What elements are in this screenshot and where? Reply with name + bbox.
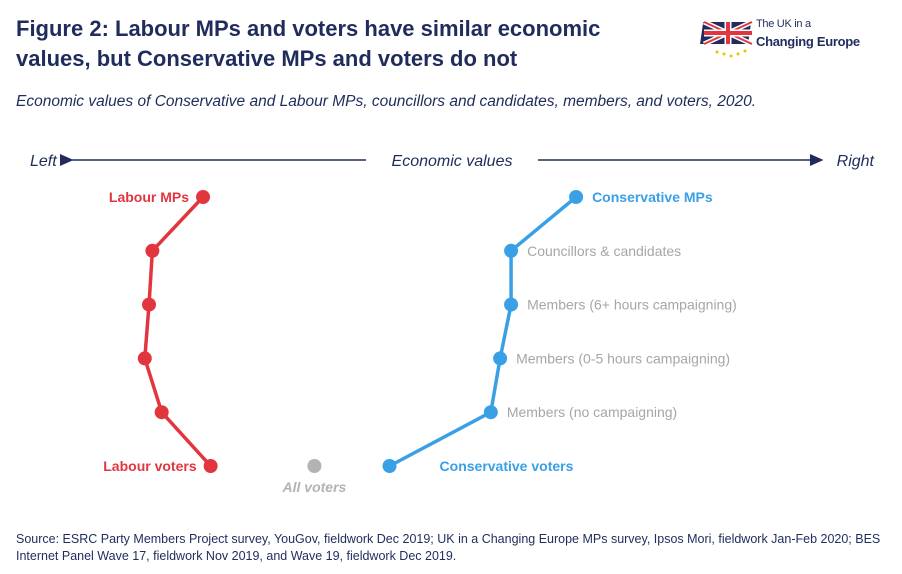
- logo-line-1: The UK in a: [756, 18, 811, 30]
- labour-point: [137, 351, 152, 366]
- conservative-data-label: Conservative voters: [440, 458, 574, 474]
- logo-line-2: Changing Europe: [756, 34, 860, 49]
- source-note: Source: ESRC Party Members Project surve…: [16, 532, 881, 563]
- labour-point: [145, 243, 160, 258]
- conservative-data-label: Members (0-5 hours campaigning): [516, 350, 730, 366]
- axis-left-label: Left: [30, 153, 57, 170]
- conservative-point: [483, 405, 498, 420]
- conservative-data-label: Members (no campaigning): [507, 404, 677, 420]
- conservative-data-label: Councillors & candidates: [527, 243, 681, 259]
- conservative-point: [382, 459, 397, 473]
- labour-point: [142, 297, 157, 312]
- conservative-point: [504, 243, 519, 258]
- all-voters-label: All voters: [282, 479, 347, 495]
- all-voters-point: [307, 459, 322, 473]
- axis-title: Economic values: [392, 153, 513, 170]
- plot-area: Labour MPs Labour voters Conservative MPs C…: [103, 189, 737, 495]
- conservative-point: [569, 190, 584, 204]
- labour-data-label: Labour voters: [103, 458, 197, 474]
- labour-point: [196, 190, 211, 204]
- axis-right-label: Right: [837, 153, 875, 170]
- page-title: Figure 2: Labour MPs and voters have sim…: [16, 16, 601, 71]
- conservative-point: [493, 351, 508, 366]
- labour-point: [154, 405, 169, 420]
- labour-point: [203, 459, 218, 473]
- conservative-data-label: Conservative MPs: [592, 189, 713, 205]
- labour-data-label: Labour MPs: [109, 189, 189, 205]
- logo-text: The UK in a Changing Europe: [756, 16, 860, 50]
- labour-series-line: [143, 195, 212, 468]
- conservative-series-line: [388, 195, 578, 468]
- logo-icon: [700, 19, 754, 58]
- conservative-point: [504, 297, 519, 312]
- conservative-data-label: Members (6+ hours campaigning): [527, 297, 737, 313]
- chart-subtitle: Economic values of Conservative and Labo…: [16, 93, 757, 110]
